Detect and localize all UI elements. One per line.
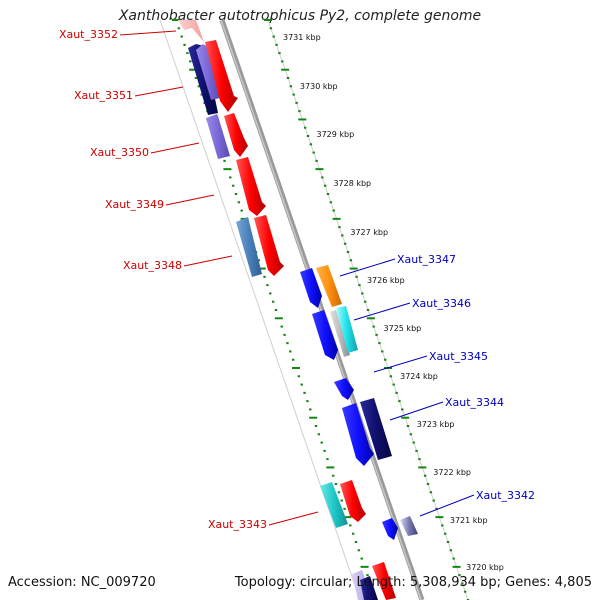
kbp-tick-label: 3727 kbp [350, 228, 388, 237]
gene-arrow[interactable] [224, 113, 248, 157]
gene-arrow[interactable] [336, 306, 358, 353]
gene-arrow[interactable] [360, 576, 378, 600]
gene-label-left[interactable]: Xaut_3352 [59, 28, 118, 41]
kbp-tick-label: 3724 kbp [400, 372, 438, 381]
gene-arrow[interactable] [312, 310, 338, 360]
gene-label-left[interactable]: Xaut_3349 [105, 198, 164, 211]
kbp-tick-labels: 3731 kbp 3730 kbp 3729 kbp 3728 kbp 3727 kbp… [283, 33, 504, 572]
gene-arrow[interactable] [330, 310, 350, 357]
gene-arrows [178, 20, 418, 600]
leader-line [353, 302, 411, 321]
genome-summary-text: Topology: circular; Length: 5,308,934 bp… [234, 575, 592, 590]
leader-line [119, 30, 177, 36]
kbp-tick-label: 3730 kbp [300, 82, 338, 91]
gene-arrow[interactable] [206, 114, 230, 159]
gene-label-left[interactable]: Xaut_3348 [123, 259, 182, 272]
genome-backbone [219, 19, 425, 600]
leader-line [165, 194, 215, 206]
gene-label-right[interactable]: Xaut_3347 [397, 253, 456, 266]
gene-arrow[interactable] [340, 480, 366, 522]
gene-label-right[interactable]: Xaut_3345 [429, 350, 488, 363]
gene-label-left[interactable]: Xaut_3343 [208, 518, 267, 531]
gene-arrow[interactable] [320, 482, 348, 528]
leader-line [389, 401, 444, 421]
leader-line [268, 511, 319, 526]
gene-arrow[interactable] [236, 217, 262, 277]
genome-title: Xanthobacter autotrophicus Py2, complete… [118, 8, 482, 24]
kbp-tick-label: 3725 kbp [384, 324, 422, 333]
gene-label-right[interactable]: Xaut_3346 [412, 297, 471, 310]
gene-label-left[interactable]: Xaut_3350 [90, 146, 149, 159]
gene-arrow[interactable] [360, 398, 392, 460]
gene-arrow[interactable] [254, 215, 284, 276]
right-gene-labels: Xaut_3347 Xaut_3346 Xaut_3345 Xaut_3344 Xaut… [339, 253, 535, 517]
gene-arrow[interactable] [205, 40, 238, 112]
kbp-tick-label: 3722 kbp [433, 468, 471, 477]
kbp-tick-label: 3731 kbp [283, 33, 321, 42]
leader-line [134, 86, 184, 97]
gene-label-right[interactable]: Xaut_3344 [445, 396, 504, 409]
leader-line [373, 355, 428, 373]
kbp-tick-label: 3720 kbp [466, 563, 504, 572]
kbp-tick-label: 3728 kbp [333, 179, 371, 188]
gene-arrow[interactable] [316, 265, 342, 307]
gene-arrow[interactable] [178, 20, 204, 42]
kbp-tick-label: 3729 kbp [317, 130, 355, 139]
gene-arrow[interactable] [372, 562, 396, 600]
gene-arrow[interactable] [400, 516, 418, 536]
gene-label-left[interactable]: Xaut_3351 [74, 89, 133, 102]
kbp-tick-label: 3723 kbp [417, 420, 455, 429]
gene-arrow[interactable] [300, 268, 322, 308]
accession-text: Accession: NC_009720 [8, 575, 156, 590]
leader-line [339, 258, 396, 277]
leader-line [183, 255, 233, 267]
gene-arrow[interactable] [342, 403, 374, 466]
leader-line [150, 142, 200, 154]
kbp-tick-label: 3726 kbp [367, 276, 405, 285]
gene-label-right[interactable]: Xaut_3342 [476, 489, 535, 502]
left-gene-labels: Xaut_3352 Xaut_3351 Xaut_3350 Xaut_3349 Xaut… [59, 28, 319, 531]
leader-line [419, 494, 475, 517]
gene-arrow[interactable] [236, 157, 266, 216]
kbp-tick-label: 3721 kbp [450, 516, 488, 525]
gene-arrow[interactable] [382, 518, 398, 540]
gene-arrow[interactable] [334, 378, 354, 400]
gene-arrow[interactable] [196, 44, 220, 100]
